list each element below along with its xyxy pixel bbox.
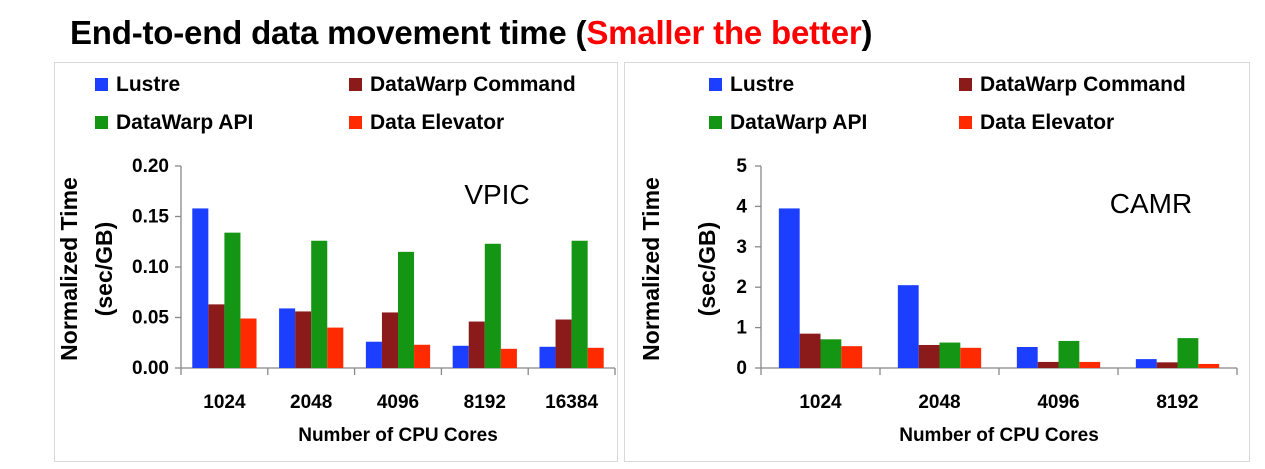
vpic-y-tick-label: 0.10 xyxy=(132,257,169,278)
vpic-chart: Lustre DataWarp Command DataWarp API Data E… xyxy=(56,73,616,446)
camr-bar-datawarp-command-2048 xyxy=(918,344,940,368)
camr-x-tick-label-1024: 1024 xyxy=(799,392,842,413)
camr-bar-datawarp-api-8192 xyxy=(1177,338,1199,368)
vpic-bar-data-elevator-1024 xyxy=(240,318,257,368)
title-emphasis: Smaller the better xyxy=(586,14,862,51)
title-close: ) xyxy=(861,14,873,51)
vpic-legend-label-datawarp-api: DataWarp API xyxy=(116,111,253,134)
vpic-bar-lustre-8192 xyxy=(452,345,469,368)
camr-legend-swatch-datawarp-command xyxy=(959,78,972,91)
camr-chart: Lustre DataWarp Command DataWarp API Data E… xyxy=(638,73,1238,446)
vpic-bar-datawarp-api-1024 xyxy=(224,232,241,368)
vpic-bar-lustre-1024 xyxy=(192,208,209,368)
vpic-y-tick-label: 0.20 xyxy=(132,156,169,177)
camr-x-axis-label: Number of CPU Cores xyxy=(899,425,1099,446)
title-main: End-to-end data movement time ( xyxy=(70,14,587,51)
camr-bar-data-elevator-8192 xyxy=(1198,363,1220,368)
vpic-legend-swatch-data-elevator xyxy=(349,116,362,129)
vpic-bar-data-elevator-2048 xyxy=(327,327,344,368)
camr-bar-datawarp-api-2048 xyxy=(939,342,961,368)
page-title: End-to-end data movement time (Smaller t… xyxy=(70,14,873,52)
camr-legend-label-datawarp-api: DataWarp API xyxy=(730,111,867,134)
vpic-legend-swatch-datawarp-api xyxy=(95,116,108,129)
vpic-y-axis-label-line-2: (sec/GB) xyxy=(91,222,117,317)
camr-legend-label-datawarp-command: DataWarp Command xyxy=(980,73,1186,96)
vpic-bar-data-elevator-8192 xyxy=(500,348,517,368)
vpic-legend-label-lustre: Lustre xyxy=(116,73,180,96)
chart-panel-vpic: Lustre DataWarp Command DataWarp API Data E… xyxy=(54,62,618,462)
camr-legend-swatch-lustre xyxy=(709,78,722,91)
camr-legend-swatch-data-elevator xyxy=(959,116,972,129)
vpic-y-tick-label: 0.00 xyxy=(132,358,169,379)
vpic-bar-lustre-16384 xyxy=(539,346,556,368)
camr-legend-label-data-elevator: Data Elevator xyxy=(980,111,1114,134)
vpic-bar-data-elevator-16384 xyxy=(587,347,604,368)
vpic-bar-datawarp-api-16384 xyxy=(571,240,588,368)
camr-bar-lustre-4096 xyxy=(1016,346,1038,368)
camr-x-tick-label-4096: 4096 xyxy=(1037,392,1079,413)
camr-bar-data-elevator-1024 xyxy=(841,346,863,368)
camr-y-tick-label: 5 xyxy=(736,156,747,177)
camr-bar-lustre-8192 xyxy=(1135,359,1157,368)
vpic-x-tick-label-2048: 2048 xyxy=(290,392,332,413)
vpic-legend-swatch-lustre xyxy=(95,78,108,91)
vpic-y-tick-label: 0.15 xyxy=(132,207,169,228)
vpic-legend-label-datawarp-command: DataWarp Command xyxy=(370,73,576,96)
vpic-bar-datawarp-command-1024 xyxy=(208,304,225,368)
vpic-legend-label-data-elevator: Data Elevator xyxy=(370,111,504,134)
vpic-y-axis-label-line-1: Normalized Time xyxy=(56,177,82,361)
camr-bar-datawarp-command-4096 xyxy=(1037,361,1059,368)
camr-y-tick-label: 2 xyxy=(736,277,747,298)
vpic-bar-datawarp-command-2048 xyxy=(295,311,312,368)
vpic-y-tick-label: 0.05 xyxy=(132,308,169,329)
vpic-bar-datawarp-command-16384 xyxy=(555,319,572,368)
vpic-legend-swatch-datawarp-command xyxy=(349,78,362,91)
camr-bar-lustre-2048 xyxy=(897,285,919,368)
vpic-bar-datawarp-command-8192 xyxy=(468,321,485,368)
vpic-bar-datawarp-api-8192 xyxy=(484,243,501,368)
camr-legend-swatch-datawarp-api xyxy=(709,116,722,129)
vpic-bar-datawarp-api-2048 xyxy=(311,240,328,368)
vpic-x-tick-label-16384: 16384 xyxy=(545,392,598,413)
vpic-x-tick-label-1024: 1024 xyxy=(203,392,246,413)
camr-bar-datawarp-command-8192 xyxy=(1156,362,1178,368)
camr-bar-datawarp-command-1024 xyxy=(799,333,821,368)
camr-y-tick-label: 3 xyxy=(736,237,747,258)
camr-y-tick-label: 0 xyxy=(736,358,747,379)
camr-y-tick-label: 4 xyxy=(736,196,747,217)
camr-y-axis-label-line-2: (sec/GB) xyxy=(694,222,720,317)
camr-legend-label-lustre: Lustre xyxy=(730,73,794,96)
vpic-bar-datawarp-api-4096 xyxy=(398,251,415,368)
camr-x-tick-label-8192: 8192 xyxy=(1156,392,1198,413)
vpic-annotation: VPIC xyxy=(464,179,529,210)
camr-y-tick-label: 1 xyxy=(736,318,747,339)
vpic-x-axis-label: Number of CPU Cores xyxy=(298,425,498,446)
camr-bar-data-elevator-2048 xyxy=(960,347,982,368)
camr-y-axis-label-line-1: Normalized Time xyxy=(638,177,664,361)
vpic-x-tick-label-8192: 8192 xyxy=(464,392,506,413)
vpic-bar-lustre-4096 xyxy=(365,341,382,368)
vpic-x-tick-label-4096: 4096 xyxy=(377,392,419,413)
vpic-bar-datawarp-command-4096 xyxy=(381,312,398,368)
camr-bar-lustre-1024 xyxy=(778,208,800,368)
vpic-bar-data-elevator-4096 xyxy=(414,344,431,368)
chart-panel-camr: Lustre DataWarp Command DataWarp API Data E… xyxy=(624,62,1250,462)
camr-x-tick-label-2048: 2048 xyxy=(918,392,960,413)
camr-annotation: CAMR xyxy=(1110,188,1192,219)
vpic-bar-lustre-2048 xyxy=(279,308,296,368)
camr-bar-datawarp-api-4096 xyxy=(1058,340,1080,368)
camr-bar-data-elevator-4096 xyxy=(1079,361,1101,368)
camr-bar-datawarp-api-1024 xyxy=(820,339,842,368)
